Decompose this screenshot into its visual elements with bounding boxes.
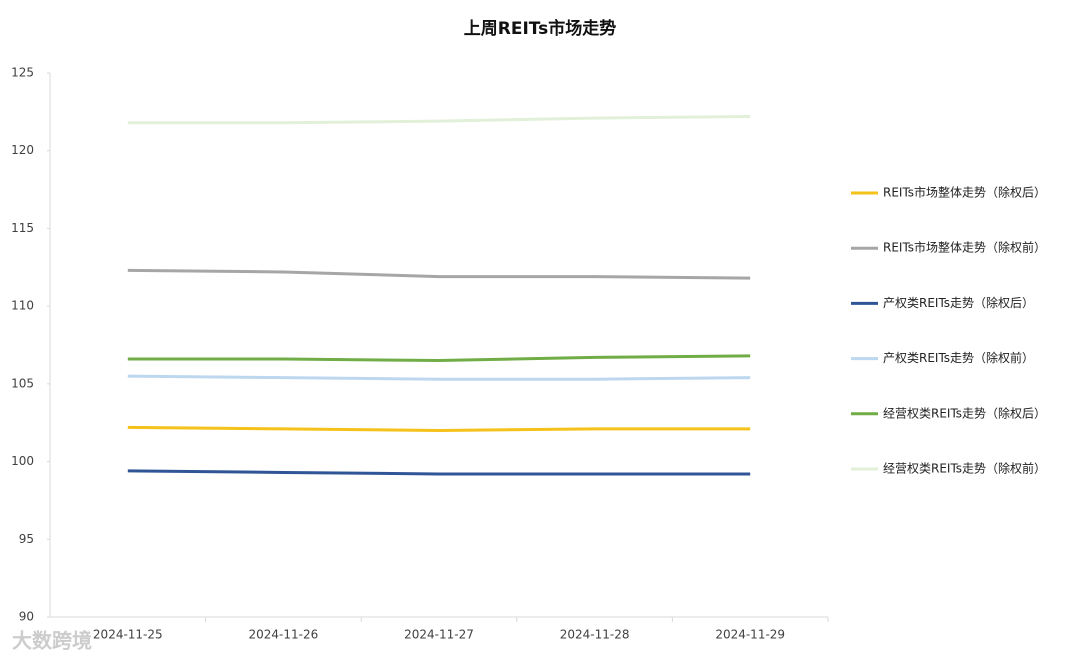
legend-label: 经营权类REITs走势（除权后）	[883, 405, 1046, 420]
legend-label: REITs市场整体走势（除权前）	[883, 240, 1046, 255]
series-line	[127, 425, 751, 432]
y-tick-label: 100	[11, 454, 34, 468]
chart-title: 上周REITs市场走势	[464, 18, 617, 39]
y-tick-label: 120	[11, 143, 34, 157]
y-tick-label: 125	[11, 66, 34, 80]
y-tick-label: 115	[11, 221, 34, 235]
legend-label: 产权类REITs走势（除权后）	[883, 295, 1034, 310]
y-tick-label: 90	[19, 610, 34, 624]
series-line	[127, 268, 751, 280]
y-tick-label: 95	[19, 532, 34, 546]
x-tick-label: 2024-11-26	[249, 628, 319, 642]
legend-label: 产权类REITs走势（除权前）	[883, 350, 1034, 365]
series-line	[127, 374, 751, 381]
x-tick-label: 2024-11-25	[93, 628, 163, 642]
legend-label: 经营权类REITs走势（除权前）	[883, 461, 1046, 476]
series-line	[127, 115, 751, 125]
x-tick-label: 2024-11-28	[560, 628, 630, 642]
x-tick-label: 2024-11-29	[715, 628, 785, 642]
series-line	[127, 354, 751, 363]
legend-label: REITs市场整体走势（除权后）	[883, 185, 1046, 200]
legend: REITs市场整体走势（除权后） REITs市场整体走势（除权前） 产权类REITs…	[851, 185, 1046, 476]
x-tick-label: 2024-11-27	[404, 628, 474, 642]
series-line	[127, 469, 751, 476]
y-tick-label: 110	[11, 299, 34, 313]
y-tick-label: 105	[11, 376, 34, 390]
watermark: 大数跨境	[12, 629, 92, 653]
